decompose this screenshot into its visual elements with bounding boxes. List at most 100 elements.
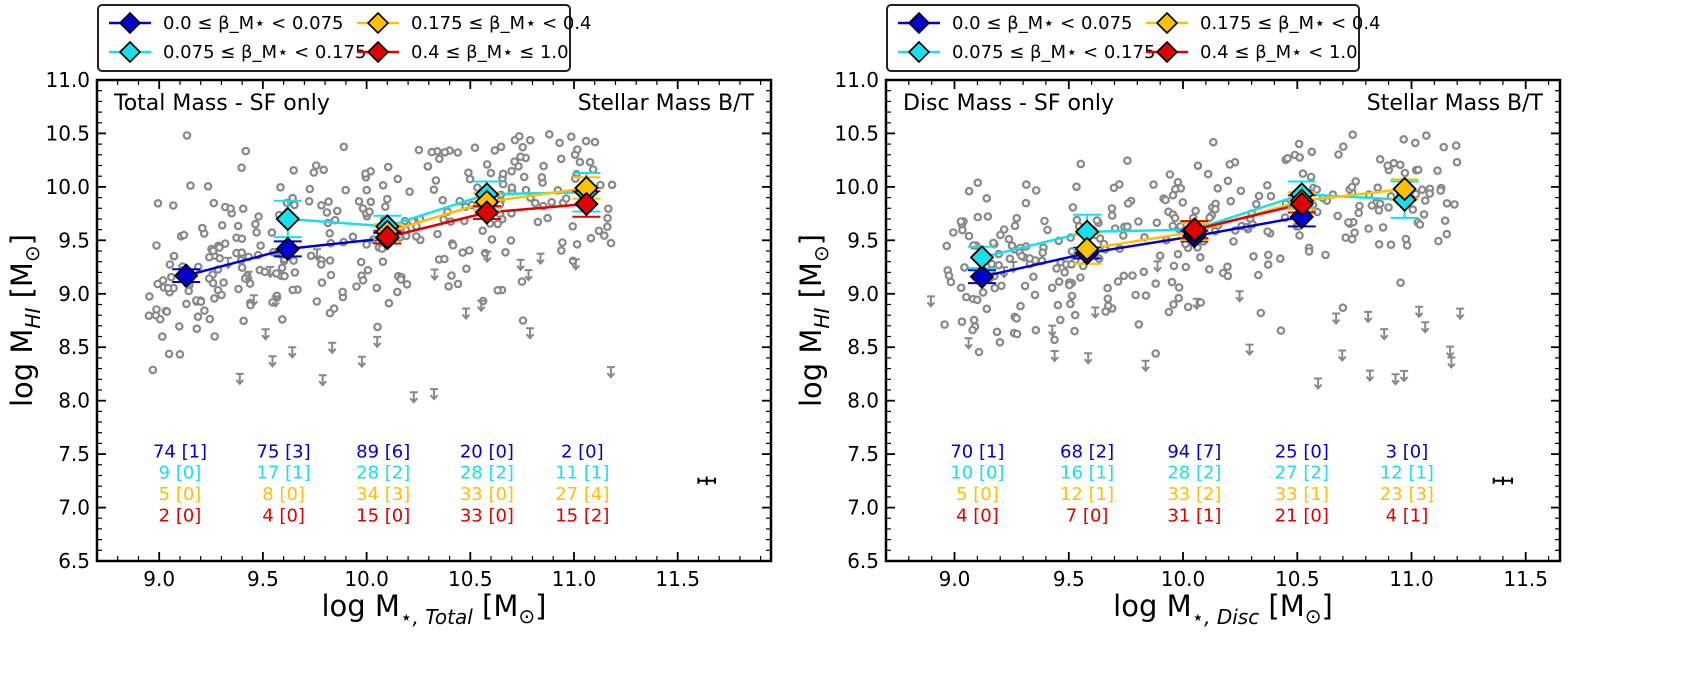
legend-label: 0.0 ≤ β_M⋆ < 0.075 [163,13,344,34]
galaxy-point [1399,135,1409,144]
galaxy-point [402,279,412,289]
legend-label: 0.175 ≤ β_M⋆ < 0.4 [1200,13,1381,34]
galaxy-point [558,238,567,247]
y-tick-label: 9.5 [58,228,90,252]
galaxy-point [317,201,326,210]
galaxy-point [1348,130,1358,140]
x-tick-label: 9.5 [247,567,279,591]
galaxy-point [237,234,247,244]
galaxy-point [982,304,992,314]
x-axis-label-part: [M [1259,589,1305,623]
galaxy-point [506,236,516,245]
count-label: 75 [3] [257,441,311,462]
galaxy-point [486,168,496,178]
y-axis-label-part: HI [21,308,45,329]
count-label: 12 [1] [1380,463,1434,484]
legend-marker [907,11,931,35]
galaxy-point [478,226,488,236]
galaxy-point [254,212,263,221]
galaxy-point [1411,189,1421,199]
galaxy-point [289,256,298,265]
upper-limit-arrow [1090,306,1100,320]
galaxy-point [405,187,414,197]
legend-frame [97,4,571,72]
x-axis-label-part: log M [1113,589,1191,623]
upper-limit-arrow [1331,312,1341,326]
bin-median-marker [1289,191,1315,217]
count-label: 89 [6] [356,441,410,462]
galaxy-point [1263,227,1272,236]
galaxy-point [1050,335,1059,345]
galaxy-point [204,274,214,283]
x-axis-label-part: log M [322,589,400,623]
upper-limit-arrow [249,294,259,307]
galaxy-point [354,197,364,206]
legend-label: 0.0 ≤ β_M⋆ < 0.075 [952,13,1133,34]
galaxy-point [1295,153,1305,162]
galaxy-point [1415,220,1425,229]
galaxy-point [948,228,958,237]
galaxy-point [1167,277,1177,287]
galaxy-point [1411,138,1420,148]
galaxy-point [1173,249,1183,259]
galaxy-point [1408,205,1418,214]
galaxy-point [561,194,571,203]
galaxy-point [1012,213,1022,223]
count-label: 10 [0] [950,463,1004,484]
galaxy-point [1134,217,1143,226]
galaxy-point [1351,177,1361,186]
count-label: 2 [0] [159,506,202,527]
galaxy-point [427,147,437,157]
galaxy-point [196,297,206,307]
galaxy-point [1165,170,1175,179]
typical-error-bar [697,476,716,486]
galaxy-point [1386,240,1396,250]
galaxy-point [537,173,547,182]
plot-area [144,130,716,486]
galaxy-point [1170,213,1180,223]
bin-median-marker [969,245,995,270]
galaxy-point [322,208,332,217]
count-label: 11 [1] [555,463,609,484]
upper-limit-arrow [525,327,535,340]
count-label: 5 [0] [956,484,999,505]
bin-median-marker [1289,204,1315,230]
upper-limit-arrow [372,335,382,349]
galaxy-point [1178,198,1188,207]
galaxy-point [396,275,406,284]
galaxy-point [960,263,969,272]
galaxy-point [516,152,525,162]
legend-marker [366,11,390,35]
galaxy-point [1060,267,1070,277]
upper-limit-arrow [1379,328,1389,341]
galaxy-point [280,271,289,281]
count-label: 70 [1] [950,441,1004,462]
y-tick-label: 11.0 [834,68,879,92]
galaxy-point [356,257,366,267]
galaxy-point [510,157,519,166]
count-label: 31 [1] [1167,506,1221,527]
upper-limit-arrow [1083,352,1093,365]
galaxy-point [1005,254,1015,264]
galaxy-point [969,315,979,325]
x-tick-label: 9.5 [1053,567,1085,591]
galaxy-point [373,322,382,332]
galaxy-point [1196,252,1205,262]
galaxy-point [1451,141,1461,150]
galaxy-point [1350,228,1359,237]
galaxy-point [1254,270,1263,280]
galaxy-point [444,281,453,291]
galaxy-point [182,131,192,140]
galaxy-point [1191,206,1200,216]
galaxy-point [1450,200,1459,209]
galaxy-point [518,316,528,325]
galaxy-point [277,315,287,324]
galaxy-point [267,228,277,237]
y-axis-label-part: log M [794,329,828,407]
galaxy-point [1223,271,1233,281]
bin-median-marker [574,191,599,217]
y-tick-label: 10.0 [834,175,879,199]
panel-annotation-right: Stellar Mass B/T [1367,91,1544,116]
galaxy-point [198,223,207,233]
galaxy-point [1161,195,1170,205]
